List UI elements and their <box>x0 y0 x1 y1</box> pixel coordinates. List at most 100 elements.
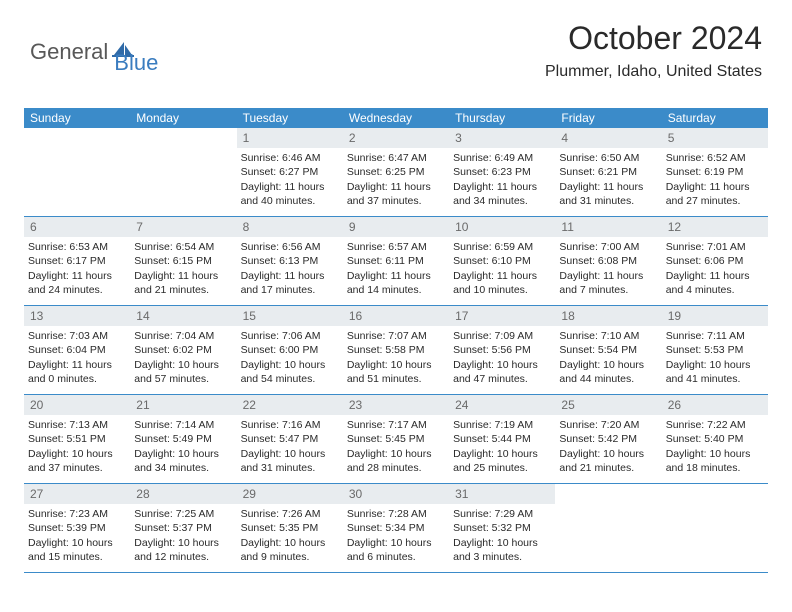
sunrise-text: Sunrise: 7:14 AM <box>134 418 232 432</box>
calendar-day-cell: 11Sunrise: 7:00 AMSunset: 6:08 PMDayligh… <box>555 217 661 305</box>
daylight-text: Daylight: 11 hours and 0 minutes. <box>28 358 126 386</box>
sunset-text: Sunset: 5:37 PM <box>134 521 232 535</box>
daylight-text: Daylight: 10 hours and 28 minutes. <box>347 447 445 475</box>
sunrise-text: Sunrise: 7:00 AM <box>559 240 657 254</box>
day-number: 23 <box>343 395 449 415</box>
day-details: Sunrise: 6:47 AMSunset: 6:25 PMDaylight:… <box>347 151 445 208</box>
day-details: Sunrise: 7:19 AMSunset: 5:44 PMDaylight:… <box>453 418 551 475</box>
day-number: 1 <box>237 128 343 148</box>
sunset-text: Sunset: 6:04 PM <box>28 343 126 357</box>
day-details: Sunrise: 7:04 AMSunset: 6:02 PMDaylight:… <box>134 329 232 386</box>
daylight-text: Daylight: 10 hours and 41 minutes. <box>666 358 764 386</box>
day-details: Sunrise: 7:06 AMSunset: 6:00 PMDaylight:… <box>241 329 339 386</box>
day-number <box>555 484 661 504</box>
day-number: 14 <box>130 306 236 326</box>
calendar-day-cell: 15 Sunrise: 7:06 AMSunset: 6:00 PMDayligh… <box>237 306 343 394</box>
day-details: Sunrise: 7:26 AMSunset: 5:35 PMDaylight:… <box>241 507 339 564</box>
sunrise-text: Sunrise: 6:50 AM <box>559 151 657 165</box>
day-number: 18 <box>555 306 661 326</box>
daylight-text: Daylight: 11 hours and 27 minutes. <box>666 180 764 208</box>
calendar-day-cell <box>662 484 768 572</box>
sunrise-text: Sunrise: 7:07 AM <box>347 329 445 343</box>
day-number <box>24 128 130 148</box>
day-details: Sunrise: 7:03 AMSunset: 6:04 PMDaylight:… <box>28 329 126 386</box>
calendar-day-cell <box>24 128 130 216</box>
calendar-day-cell: 9Sunrise: 6:57 AMSunset: 6:11 PMDaylight… <box>343 217 449 305</box>
calendar-header-row: SundayMondayTuesdayWednesdayThursdayFrid… <box>24 108 768 128</box>
sunset-text: Sunset: 5:51 PM <box>28 432 126 446</box>
daylight-text: Daylight: 10 hours and 9 minutes. <box>241 536 339 564</box>
day-details: Sunrise: 6:57 AMSunset: 6:11 PMDaylight:… <box>347 240 445 297</box>
sunrise-text: Sunrise: 6:59 AM <box>453 240 551 254</box>
calendar-day-cell: 1Sunrise: 6:46 AMSunset: 6:27 PMDaylight… <box>237 128 343 216</box>
sunset-text: Sunset: 5:40 PM <box>666 432 764 446</box>
sunset-text: Sunset: 5:45 PM <box>347 432 445 446</box>
sunset-text: Sunset: 5:35 PM <box>241 521 339 535</box>
calendar-day-cell: 27Sunrise: 7:23 AMSunset: 5:39 PMDayligh… <box>24 484 130 572</box>
daylight-text: Daylight: 10 hours and 57 minutes. <box>134 358 232 386</box>
day-details: Sunrise: 7:01 AMSunset: 6:06 PMDaylight:… <box>666 240 764 297</box>
day-details: Sunrise: 7:29 AMSunset: 5:32 PMDaylight:… <box>453 507 551 564</box>
daylight-text: Daylight: 11 hours and 34 minutes. <box>453 180 551 208</box>
day-details: Sunrise: 7:00 AMSunset: 6:08 PMDaylight:… <box>559 240 657 297</box>
day-details: Sunrise: 7:22 AMSunset: 5:40 PMDaylight:… <box>666 418 764 475</box>
day-details: Sunrise: 7:11 AMSunset: 5:53 PMDaylight:… <box>666 329 764 386</box>
calendar: SundayMondayTuesdayWednesdayThursdayFrid… <box>24 108 768 573</box>
day-number: 25 <box>555 395 661 415</box>
day-details: Sunrise: 6:49 AMSunset: 6:23 PMDaylight:… <box>453 151 551 208</box>
sunrise-text: Sunrise: 7:16 AM <box>241 418 339 432</box>
sunset-text: Sunset: 6:23 PM <box>453 165 551 179</box>
day-number: 20 <box>24 395 130 415</box>
daylight-text: Daylight: 10 hours and 25 minutes. <box>453 447 551 475</box>
day-details: Sunrise: 7:16 AMSunset: 5:47 PMDaylight:… <box>241 418 339 475</box>
sunset-text: Sunset: 6:17 PM <box>28 254 126 268</box>
sunrise-text: Sunrise: 7:17 AM <box>347 418 445 432</box>
sunrise-text: Sunrise: 7:20 AM <box>559 418 657 432</box>
calendar-day-cell: 7Sunrise: 6:54 AMSunset: 6:15 PMDaylight… <box>130 217 236 305</box>
sunset-text: Sunset: 6:27 PM <box>241 165 339 179</box>
sunrise-text: Sunrise: 6:54 AM <box>134 240 232 254</box>
day-number: 6 <box>24 217 130 237</box>
sunrise-text: Sunrise: 7:19 AM <box>453 418 551 432</box>
day-details: Sunrise: 6:54 AMSunset: 6:15 PMDaylight:… <box>134 240 232 297</box>
daylight-text: Daylight: 11 hours and 10 minutes. <box>453 269 551 297</box>
sunset-text: Sunset: 5:54 PM <box>559 343 657 357</box>
day-number: 3 <box>449 128 555 148</box>
day-number: 26 <box>662 395 768 415</box>
sunset-text: Sunset: 6:08 PM <box>559 254 657 268</box>
day-details: Sunrise: 6:53 AMSunset: 6:17 PMDaylight:… <box>28 240 126 297</box>
day-number <box>130 128 236 148</box>
sunrise-text: Sunrise: 6:46 AM <box>241 151 339 165</box>
daylight-text: Daylight: 10 hours and 3 minutes. <box>453 536 551 564</box>
calendar-day-cell: 4Sunrise: 6:50 AMSunset: 6:21 PMDaylight… <box>555 128 661 216</box>
daylight-text: Daylight: 10 hours and 15 minutes. <box>28 536 126 564</box>
calendar-week-row: 20Sunrise: 7:13 AMSunset: 5:51 PMDayligh… <box>24 395 768 484</box>
calendar-day-cell: 21 Sunrise: 7:14 AMSunset: 5:49 PMDayligh… <box>130 395 236 483</box>
day-details: Sunrise: 7:14 AMSunset: 5:49 PMDaylight:… <box>134 418 232 475</box>
sunset-text: Sunset: 6:13 PM <box>241 254 339 268</box>
daylight-text: Daylight: 10 hours and 12 minutes. <box>134 536 232 564</box>
sunset-text: Sunset: 6:10 PM <box>453 254 551 268</box>
logo: General Blue <box>30 28 158 76</box>
sunset-text: Sunset: 6:06 PM <box>666 254 764 268</box>
daylight-text: Daylight: 11 hours and 21 minutes. <box>134 269 232 297</box>
day-number: 21 <box>130 395 236 415</box>
sunset-text: Sunset: 6:02 PM <box>134 343 232 357</box>
calendar-day-cell: 18Sunrise: 7:10 AMSunset: 5:54 PMDayligh… <box>555 306 661 394</box>
day-details: Sunrise: 7:28 AMSunset: 5:34 PMDaylight:… <box>347 507 445 564</box>
calendar-day-cell: 26 Sunrise: 7:22 AMSunset: 5:40 PMDayligh… <box>662 395 768 483</box>
day-number: 13 <box>24 306 130 326</box>
calendar-week-row: 27Sunrise: 7:23 AMSunset: 5:39 PMDayligh… <box>24 484 768 573</box>
day-details: Sunrise: 7:20 AMSunset: 5:42 PMDaylight:… <box>559 418 657 475</box>
calendar-header-cell: Saturday <box>662 108 768 128</box>
calendar-day-cell <box>130 128 236 216</box>
sunrise-text: Sunrise: 6:57 AM <box>347 240 445 254</box>
sunset-text: Sunset: 6:25 PM <box>347 165 445 179</box>
day-number: 15 <box>237 306 343 326</box>
daylight-text: Daylight: 11 hours and 24 minutes. <box>28 269 126 297</box>
day-number: 28 <box>130 484 236 504</box>
sunset-text: Sunset: 5:56 PM <box>453 343 551 357</box>
day-details: Sunrise: 6:56 AMSunset: 6:13 PMDaylight:… <box>241 240 339 297</box>
daylight-text: Daylight: 11 hours and 14 minutes. <box>347 269 445 297</box>
day-number: 29 <box>237 484 343 504</box>
